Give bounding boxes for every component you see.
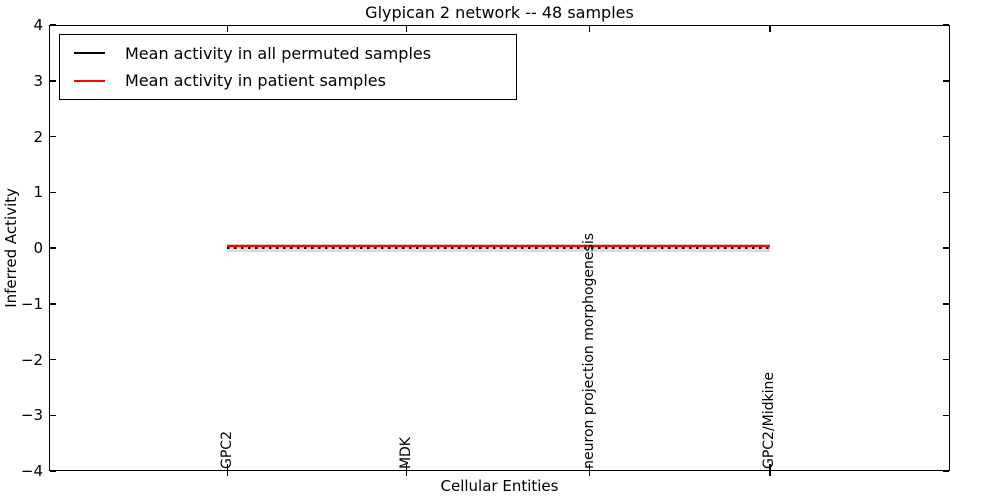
legend-item: Mean activity in patient samples: [60, 72, 516, 90]
x-tick-label: GPC2/Midkine: [761, 371, 778, 469]
y-tick-mark-left: [50, 24, 56, 26]
y-tick-label: 0: [33, 239, 43, 257]
y-tick-mark-left: [50, 303, 56, 305]
y-tick-label: −4: [20, 462, 43, 480]
x-tick-mark-bottom: [405, 464, 408, 476]
y-tick-label: −1: [20, 294, 43, 313]
x-tick-mark-top: [588, 26, 591, 32]
y-tick-mark-left: [50, 80, 56, 82]
legend-item-label: Mean activity in patient samples: [125, 70, 386, 90]
legend: Mean activity in all permuted samples Mea…: [59, 34, 517, 100]
permuted-mean-line: [227, 247, 770, 249]
legend-line-sample: [74, 52, 105, 55]
x-tick-mark-top: [226, 26, 229, 32]
y-tick-mark-left: [50, 358, 56, 361]
x-tick-label: MDK: [398, 436, 415, 469]
x-tick-mark-bottom: [226, 464, 229, 476]
x-tick-mark-bottom: [769, 464, 771, 476]
y-tick-mark-right: [943, 358, 949, 361]
x-tick-label: GPC2: [218, 431, 235, 469]
y-tick-mark-left: [50, 414, 56, 416]
x-tick-mark-top: [405, 26, 408, 32]
y-tick-mark-right: [943, 414, 949, 416]
patient-mean-line: [227, 244, 770, 247]
chart-title: Glypican 2 network -- 48 samples: [365, 3, 634, 22]
y-tick-label: −2: [20, 350, 43, 369]
legend-item: Mean activity in all permuted samples: [60, 43, 516, 63]
y-tick-mark-right: [943, 247, 949, 249]
plot-area: [49, 25, 950, 471]
y-tick-label: −3: [20, 406, 43, 425]
y-tick-label: 1: [33, 183, 43, 202]
y-tick-mark-left: [50, 135, 56, 138]
x-axis-label: Cellular Entities: [440, 477, 559, 495]
y-tick-mark-right: [943, 24, 949, 26]
legend-line-sample: [74, 79, 105, 82]
y-tick-mark-left: [50, 191, 56, 193]
y-tick-mark-right: [943, 303, 949, 305]
y-tick-label: 4: [33, 16, 43, 34]
y-tick-mark-right: [943, 470, 949, 472]
y-tick-mark-left: [50, 247, 56, 249]
y-tick-mark-left: [50, 470, 56, 472]
x-tick-label: neuron projection morphogenesis: [581, 233, 598, 469]
y-tick-label: 2: [33, 127, 43, 146]
y-tick-mark-right: [943, 80, 949, 82]
legend-item-label: Mean activity in all permuted samples: [125, 43, 432, 63]
y-tick-label: 3: [33, 71, 43, 90]
x-tick-mark-bottom: [588, 464, 591, 476]
y-tick-mark-right: [943, 135, 949, 138]
x-tick-mark-top: [769, 26, 771, 32]
y-tick-mark-right: [943, 191, 949, 193]
